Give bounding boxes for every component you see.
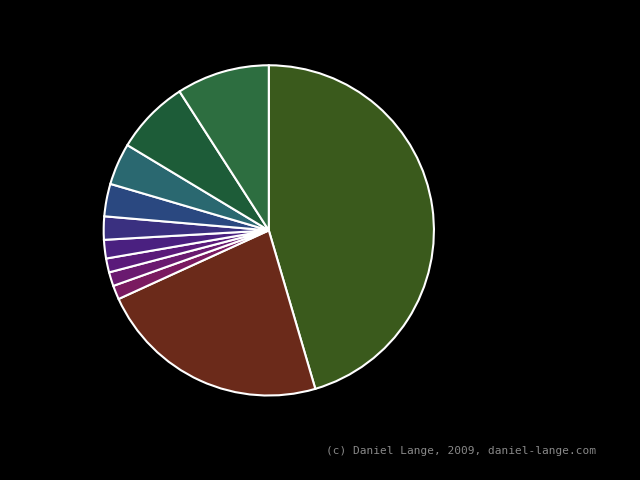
Text: (c) Daniel Lange, 2009, daniel-lange.com: (c) Daniel Lange, 2009, daniel-lange.com <box>326 446 596 456</box>
Wedge shape <box>118 230 316 396</box>
Wedge shape <box>110 145 269 230</box>
Wedge shape <box>104 230 269 259</box>
Wedge shape <box>180 65 269 230</box>
Wedge shape <box>127 92 269 230</box>
Wedge shape <box>104 184 269 230</box>
Wedge shape <box>269 65 434 389</box>
Wedge shape <box>106 230 269 272</box>
Wedge shape <box>104 216 269 240</box>
Wedge shape <box>109 230 269 286</box>
Wedge shape <box>113 230 269 299</box>
